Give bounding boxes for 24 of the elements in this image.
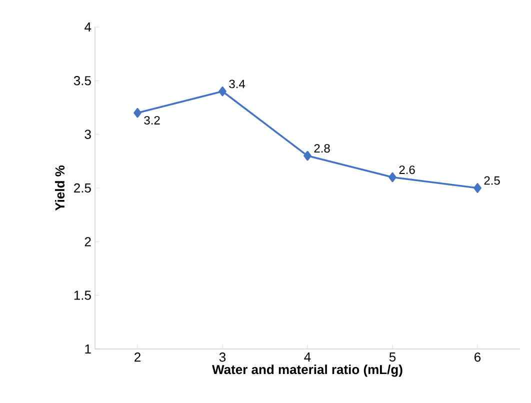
y-tick-label: 1	[85, 344, 91, 354]
x-tick-label: 6	[474, 352, 481, 362]
x-axis-title: Water and material ratio (mL/g)	[212, 364, 402, 377]
y-tick-label: 4	[84, 22, 92, 32]
data-label: 2.5	[484, 176, 500, 185]
data-label: 2.8	[314, 144, 330, 153]
data-label: 3.2	[144, 116, 160, 125]
x-tick-label: 4	[304, 352, 311, 362]
y-tick-label: 3	[84, 130, 91, 139]
point	[304, 150, 312, 161]
x-tick-label: 2	[134, 352, 140, 362]
y-tick-label: 1.5	[74, 290, 91, 300]
y-axis-title: Yield %	[54, 165, 65, 211]
data-label: 2.6	[399, 166, 415, 174]
data-label: 3.4	[229, 80, 246, 88]
y-tick-label: 2.5	[74, 183, 91, 193]
point	[134, 108, 142, 118]
point	[218, 86, 226, 96]
x-tick-label: 3	[219, 352, 226, 362]
y-tick-label: 3.5	[74, 76, 91, 86]
point	[474, 183, 482, 193]
x-tick-label: 5	[389, 352, 396, 362]
y-tick-label: 2	[84, 237, 91, 246]
point	[388, 172, 396, 182]
